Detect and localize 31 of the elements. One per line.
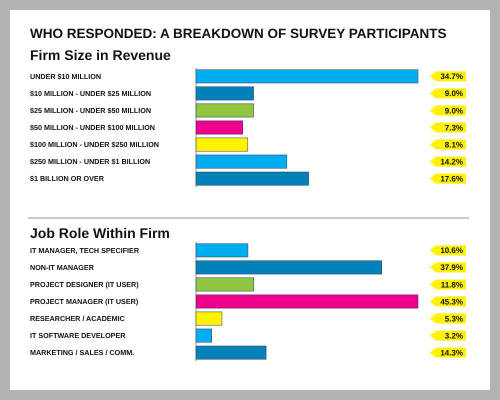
data-label: 17.6% <box>440 174 463 184</box>
bar <box>196 86 254 100</box>
bar <box>196 104 254 118</box>
data-label: 14.3% <box>440 348 463 358</box>
data-label: 34.7% <box>440 72 463 82</box>
bar <box>196 278 254 292</box>
data-label: 9.0% <box>444 106 463 116</box>
bar <box>196 243 248 258</box>
chart-title: Job Role Within Firm <box>30 225 170 241</box>
data-label: 37.9% <box>440 263 463 272</box>
bar <box>196 312 222 326</box>
bar <box>196 346 266 360</box>
bar <box>196 120 243 134</box>
data-label: 45.3% <box>440 297 463 306</box>
chart-subtitle: Firm Size in Revenue <box>30 47 172 63</box>
data-label: 7.3% <box>444 123 463 132</box>
bar <box>196 328 212 342</box>
data-label: 5.3% <box>444 314 463 324</box>
bar <box>196 172 309 186</box>
chart-title: WHO RESPONDED: A BREAKDOWN OF SURVEY PARTICIPANTS <box>30 26 447 41</box>
data-label: 8.1% <box>444 140 463 150</box>
bar <box>196 260 382 274</box>
data-label: 10.6% <box>440 246 463 256</box>
data-label: 14.2% <box>440 157 463 166</box>
data-label: 9.0% <box>444 89 463 98</box>
bar <box>196 69 418 84</box>
bar <box>196 154 288 168</box>
data-label: 11.8% <box>440 280 463 290</box>
bar <box>196 294 418 308</box>
bar <box>196 138 248 152</box>
data-label: 3.2% <box>444 331 463 340</box>
